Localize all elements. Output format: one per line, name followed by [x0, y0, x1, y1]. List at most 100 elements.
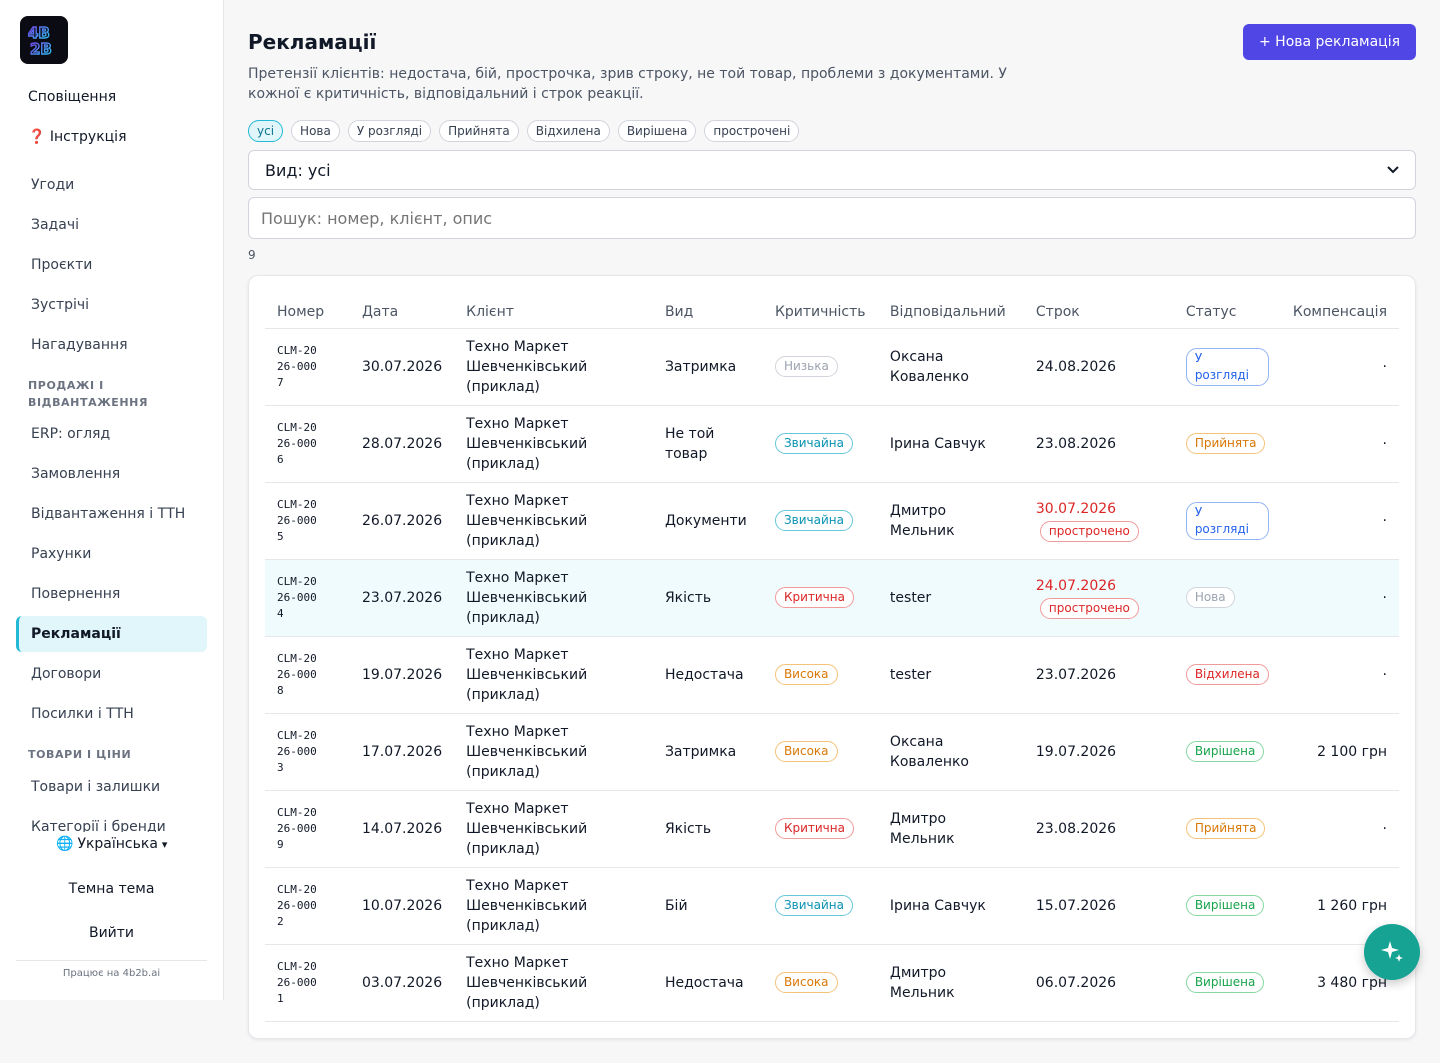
- new-claim-button[interactable]: + Нова рекламація: [1243, 24, 1416, 60]
- claim-kind: Недостача: [652, 944, 763, 1022]
- logout-button[interactable]: Вийти: [88, 925, 135, 941]
- col-due[interactable]: Строк: [1023, 296, 1174, 329]
- due-date: 06.07.2026: [1035, 974, 1117, 991]
- criticality-badge: Низька: [774, 356, 838, 377]
- claim-client: Техно Маркет Шевченківський (приклад): [454, 482, 653, 560]
- claim-owner: Оксана Коваленко: [877, 328, 1024, 406]
- chip-in-review[interactable]: У розгляді: [347, 120, 432, 142]
- nav-instructions-label: Інструкція: [49, 129, 127, 145]
- nav-returns[interactable]: Повернення: [31, 586, 121, 602]
- nav-invoices[interactable]: Рахунки: [31, 546, 92, 562]
- chip-resolved[interactable]: Вирішена: [617, 120, 697, 142]
- claim-number[interactable]: CLM-2026-0007: [277, 343, 317, 389]
- claim-number[interactable]: CLM-2026-0005: [277, 497, 317, 543]
- col-status[interactable]: Статус: [1173, 296, 1281, 329]
- ai-assistant-button[interactable]: [1364, 924, 1420, 980]
- dark-theme-button[interactable]: Темна тема: [68, 881, 155, 897]
- col-number[interactable]: Номер: [265, 296, 350, 329]
- table-header-row: Номер Дата Клієнт Вид Критичність Відпов…: [265, 296, 1399, 329]
- claim-kind: Якість: [652, 790, 763, 868]
- nav-erp[interactable]: ERP: огляд: [31, 426, 111, 442]
- table-row[interactable]: CLM-2026-0007 30.07.2026 Техно Маркет Ше…: [265, 328, 1399, 406]
- table-row[interactable]: CLM-2026-0008 19.07.2026 Техно Маркет Ше…: [265, 636, 1399, 714]
- section-goods: ТОВАРИ І ЦІНИ: [28, 748, 132, 761]
- nav-tasks[interactable]: Задачі: [31, 217, 79, 233]
- claim-compensation: ·: [1280, 559, 1399, 637]
- col-criticality[interactable]: Критичність: [762, 296, 878, 329]
- nav-products[interactable]: Товари і залишки: [31, 779, 161, 795]
- nav-meetings[interactable]: Зустрічі: [31, 297, 90, 313]
- due-date: 30.07.2026: [1035, 501, 1117, 517]
- chip-overdue[interactable]: прострочені: [704, 120, 800, 142]
- claim-number[interactable]: CLM-2026-0003: [277, 728, 317, 774]
- col-date[interactable]: Дата: [349, 296, 455, 329]
- language-select[interactable]: 🌐 Українська ▾: [56, 836, 167, 852]
- question-icon: ❓: [28, 129, 46, 145]
- overdue-badge: прострочено: [1039, 521, 1139, 542]
- claim-number[interactable]: CLM-2026-0009: [277, 805, 317, 851]
- chip-new[interactable]: Нова: [291, 120, 340, 142]
- claim-owner: Оксана Коваленко: [877, 713, 1024, 791]
- claim-compensation: 1 260 грн: [1280, 867, 1399, 945]
- claim-kind: Документи: [652, 482, 763, 560]
- claim-number[interactable]: CLM-2026-0001: [277, 959, 317, 1005]
- status-badge: У розгляді: [1185, 347, 1269, 386]
- status-filter-chips: усі Нова У розгляді Прийнята Відхилена В…: [248, 120, 800, 142]
- claim-date: 26.07.2026: [349, 482, 455, 560]
- claim-client: Техно Маркет Шевченківський (приклад): [454, 636, 653, 714]
- status-badge: Прийнята: [1185, 433, 1266, 454]
- nav-reminders[interactable]: Нагадування: [31, 337, 128, 353]
- kind-select[interactable]: Вид: усі: [248, 150, 1416, 190]
- caret-down-icon: ▾: [161, 837, 168, 851]
- table-row[interactable]: CLM-2026-0004 23.07.2026 Техно Маркет Ше…: [265, 559, 1399, 637]
- table-row[interactable]: CLM-2026-0003 17.07.2026 Техно Маркет Ше…: [265, 713, 1399, 791]
- sidebar-scroll[interactable]: 4B 2B Сповіщення ❓ Інструкція Угоди Зада…: [0, 0, 223, 832]
- claim-owner: tester: [877, 636, 1024, 714]
- search-input[interactable]: [248, 197, 1416, 239]
- claim-number[interactable]: CLM-2026-0004: [277, 574, 317, 620]
- claim-client: Техно Маркет Шевченківський (приклад): [454, 328, 653, 406]
- nav-shipments[interactable]: Відвантаження і ТТН: [31, 506, 186, 522]
- nav-deals[interactable]: Угоди: [31, 177, 75, 193]
- nav-notifications[interactable]: Сповіщення: [28, 89, 117, 105]
- claim-number[interactable]: CLM-2026-0002: [277, 882, 317, 928]
- svg-text:4B: 4B: [28, 24, 50, 42]
- nav-categories[interactable]: Категорії і бренди: [31, 819, 166, 832]
- claim-owner: Дмитро Мельник: [877, 482, 1024, 560]
- status-badge: Нова: [1185, 587, 1235, 608]
- table-row[interactable]: CLM-2026-0002 10.07.2026 Техно Маркет Ше…: [265, 867, 1399, 945]
- table-row[interactable]: CLM-2026-0009 14.07.2026 Техно Маркет Ше…: [265, 790, 1399, 868]
- claim-kind: Недостача: [652, 636, 763, 714]
- nav-projects[interactable]: Проєкти: [31, 257, 93, 273]
- table-row[interactable]: CLM-2026-0001 03.07.2026 Техно Маркет Ше…: [265, 944, 1399, 1022]
- nav-claims[interactable]: Рекламації: [16, 616, 207, 652]
- table-row[interactable]: CLM-2026-0006 28.07.2026 Техно Маркет Ше…: [265, 405, 1399, 483]
- nav-parcels[interactable]: Посилки і ТТН: [31, 706, 134, 722]
- claim-compensation: ·: [1280, 482, 1399, 560]
- nav-instructions[interactable]: ❓ Інструкція: [28, 129, 127, 145]
- col-compensation[interactable]: Компенсація: [1280, 296, 1399, 329]
- status-badge: Відхилена: [1185, 664, 1269, 685]
- claim-date: 17.07.2026: [349, 713, 455, 791]
- chip-rejected[interactable]: Відхилена: [526, 120, 610, 142]
- nav-contracts[interactable]: Договори: [31, 666, 102, 682]
- col-client[interactable]: Клієнт: [454, 296, 653, 329]
- claim-client: Техно Маркет Шевченківський (приклад): [454, 790, 653, 868]
- table-row[interactable]: CLM-2026-0005 26.07.2026 Техно Маркет Ше…: [265, 482, 1399, 560]
- due-date: 15.07.2026: [1035, 897, 1117, 914]
- claim-owner: tester: [877, 559, 1024, 637]
- claim-number[interactable]: CLM-2026-0008: [277, 651, 317, 697]
- nav-orders[interactable]: Замовлення: [31, 466, 121, 482]
- col-owner[interactable]: Відповідальний: [877, 296, 1024, 329]
- status-badge: Прийнята: [1185, 818, 1266, 839]
- claim-number[interactable]: CLM-2026-0006: [277, 420, 317, 466]
- chip-all[interactable]: усі: [248, 120, 284, 142]
- col-kind[interactable]: Вид: [652, 296, 763, 329]
- claim-client: Техно Маркет Шевченківський (приклад): [454, 559, 653, 637]
- due-date: 24.07.2026: [1035, 578, 1117, 594]
- app-logo[interactable]: 4B 2B: [20, 16, 68, 64]
- claim-compensation: ·: [1280, 405, 1399, 483]
- page-title: Рекламації: [248, 30, 377, 54]
- claim-owner: Ірина Савчук: [877, 867, 1024, 945]
- chip-accepted[interactable]: Прийнята: [439, 120, 519, 142]
